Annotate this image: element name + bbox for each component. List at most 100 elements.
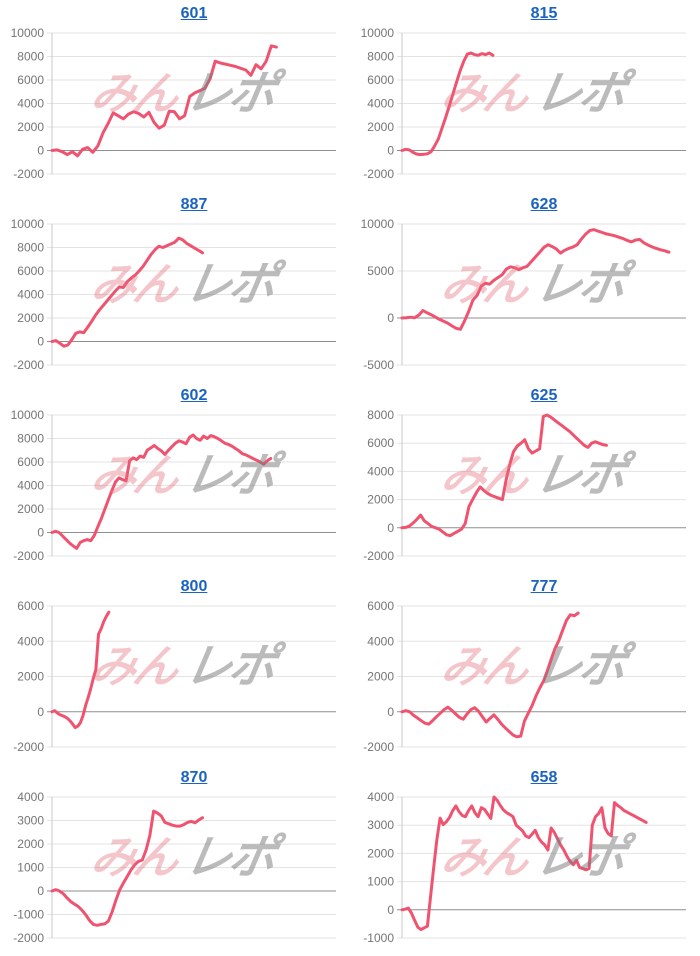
svg-text:2000: 2000	[367, 670, 394, 684]
chart-title-row: 601	[52, 0, 336, 27]
chart-plot-area: -2000 0 2000 4000 6000 8000 10000 みん レポ	[350, 27, 700, 191]
line-chart: -2000 0 2000 4000 6000 8000	[363, 409, 686, 563]
line-chart: -5000 0 5000 10000	[361, 218, 686, 372]
svg-text:0: 0	[37, 144, 44, 158]
svg-text:2000: 2000	[367, 120, 394, 134]
chart-cell: 800 -2000 0 2000 4000 6000 みん レポ	[0, 573, 350, 764]
svg-text:4000: 4000	[367, 97, 394, 111]
svg-text:10000: 10000	[11, 409, 45, 422]
svg-text:10000: 10000	[11, 27, 45, 40]
chart-title-link[interactable]: 601	[180, 5, 208, 22]
svg-text:6000: 6000	[17, 264, 44, 278]
chart-title-link[interactable]: 628	[530, 196, 558, 213]
chart-title-link[interactable]: 815	[530, 5, 558, 22]
svg-text:4000: 4000	[17, 97, 44, 111]
chart-title-link[interactable]: 887	[180, 196, 208, 213]
svg-text:6000: 6000	[367, 600, 394, 613]
chart-cell: 625 -2000 0 2000 4000 6000 8000 みん レポ	[350, 382, 700, 573]
svg-text:8000: 8000	[367, 50, 394, 64]
chart-title-link[interactable]: 870	[180, 769, 208, 786]
chart-plot-area: -2000 0 2000 4000 6000 8000 10000 みん レポ	[0, 409, 350, 573]
svg-text:-2000: -2000	[13, 549, 44, 563]
svg-text:4000: 4000	[367, 464, 394, 478]
chart-title-link[interactable]: 625	[530, 387, 558, 404]
chart-cell: 628 -5000 0 5000 10000 みん レポ	[350, 191, 700, 382]
chart-plot-area: -2000 -1000 0 1000 2000 3000 4000 みん レポ	[0, 791, 350, 955]
chart-plot-area: -2000 0 2000 4000 6000 みん レポ	[0, 600, 350, 764]
svg-text:8000: 8000	[17, 50, 44, 64]
chart-plot-area: -1000 0 1000 2000 3000 4000 みん レポ	[350, 791, 700, 955]
line-chart: -2000 0 2000 4000 6000	[13, 600, 336, 754]
svg-text:0: 0	[37, 526, 44, 540]
svg-text:6000: 6000	[17, 600, 44, 613]
chart-plot-area: -2000 0 2000 4000 6000 8000 10000 みん レポ	[0, 27, 350, 191]
svg-text:0: 0	[387, 521, 394, 535]
svg-text:10000: 10000	[361, 218, 395, 231]
line-chart: -2000 0 2000 4000 6000 8000 10000	[11, 27, 336, 181]
line-chart: -2000 0 2000 4000 6000 8000 10000	[11, 409, 336, 563]
chart-title-row: 777	[402, 573, 686, 600]
svg-text:0: 0	[37, 884, 44, 898]
chart-title-row: 658	[402, 764, 686, 791]
chart-title-row: 887	[52, 191, 336, 218]
svg-text:10000: 10000	[11, 218, 45, 231]
svg-text:1000: 1000	[17, 861, 44, 875]
chart-title-link[interactable]: 602	[180, 387, 208, 404]
chart-cell: 602 -2000 0 2000 4000 6000 8000 10000 みん レポ	[0, 382, 350, 573]
chart-title-row: 628	[402, 191, 686, 218]
chart-cell: 870 -2000 -1000 0 1000 2000 3000 4000 みん レポ	[0, 764, 350, 955]
svg-text:-2000: -2000	[363, 740, 394, 754]
svg-text:4000: 4000	[17, 288, 44, 302]
chart-plot-area: -2000 0 2000 4000 6000 8000 10000 みん レポ	[0, 218, 350, 382]
chart-cell: 658 -1000 0 1000 2000 3000 4000 みん レポ	[350, 764, 700, 955]
svg-text:2000: 2000	[367, 493, 394, 507]
line-chart: -1000 0 1000 2000 3000 4000	[363, 791, 686, 945]
svg-text:-2000: -2000	[363, 167, 394, 181]
svg-text:-1000: -1000	[363, 931, 394, 945]
svg-text:0: 0	[387, 144, 394, 158]
svg-text:-2000: -2000	[13, 358, 44, 372]
svg-text:6000: 6000	[17, 73, 44, 87]
svg-text:-2000: -2000	[13, 931, 44, 945]
svg-text:6000: 6000	[17, 455, 44, 469]
svg-text:2000: 2000	[17, 837, 44, 851]
svg-text:10000: 10000	[361, 27, 395, 40]
line-chart: -2000 -1000 0 1000 2000 3000 4000	[13, 791, 336, 945]
svg-text:0: 0	[37, 335, 44, 349]
svg-text:0: 0	[387, 903, 394, 917]
svg-text:6000: 6000	[367, 436, 394, 450]
svg-text:0: 0	[387, 705, 394, 719]
svg-text:8000: 8000	[17, 432, 44, 446]
chart-title-row: 815	[402, 0, 686, 27]
chart-title-link[interactable]: 658	[530, 769, 558, 786]
chart-title-row: 602	[52, 382, 336, 409]
chart-cell: 777 -2000 0 2000 4000 6000 みん レポ	[350, 573, 700, 764]
chart-title-row: 625	[402, 382, 686, 409]
chart-cell: 815 -2000 0 2000 4000 6000 8000 10000 みん レポ	[350, 0, 700, 191]
svg-text:4000: 4000	[17, 634, 44, 648]
svg-text:5000: 5000	[367, 264, 394, 278]
svg-text:0: 0	[387, 311, 394, 325]
line-chart: -2000 0 2000 4000 6000	[363, 600, 686, 754]
chart-title-row: 800	[52, 573, 336, 600]
chart-title-link[interactable]: 800	[180, 578, 208, 595]
svg-text:2000: 2000	[17, 502, 44, 516]
chart-title-row: 870	[52, 764, 336, 791]
svg-text:-1000: -1000	[13, 908, 44, 922]
svg-text:8000: 8000	[17, 241, 44, 255]
svg-text:2000: 2000	[17, 670, 44, 684]
svg-text:4000: 4000	[17, 791, 44, 804]
chart-cell: 887 -2000 0 2000 4000 6000 8000 10000 みん レポ	[0, 191, 350, 382]
svg-text:2000: 2000	[17, 311, 44, 325]
svg-text:3000: 3000	[17, 814, 44, 828]
chart-plot-area: -2000 0 2000 4000 6000 みん レポ	[350, 600, 700, 764]
svg-text:-5000: -5000	[363, 358, 394, 372]
chart-title-link[interactable]: 777	[530, 578, 558, 595]
chart-cell: 601 -2000 0 2000 4000 6000 8000 10000 みん レポ	[0, 0, 350, 191]
svg-text:2000: 2000	[367, 846, 394, 860]
svg-text:4000: 4000	[17, 479, 44, 493]
chart-plot-area: -2000 0 2000 4000 6000 8000 みん レポ	[350, 409, 700, 573]
svg-text:4000: 4000	[367, 634, 394, 648]
line-chart: -2000 0 2000 4000 6000 8000 10000	[361, 27, 686, 181]
